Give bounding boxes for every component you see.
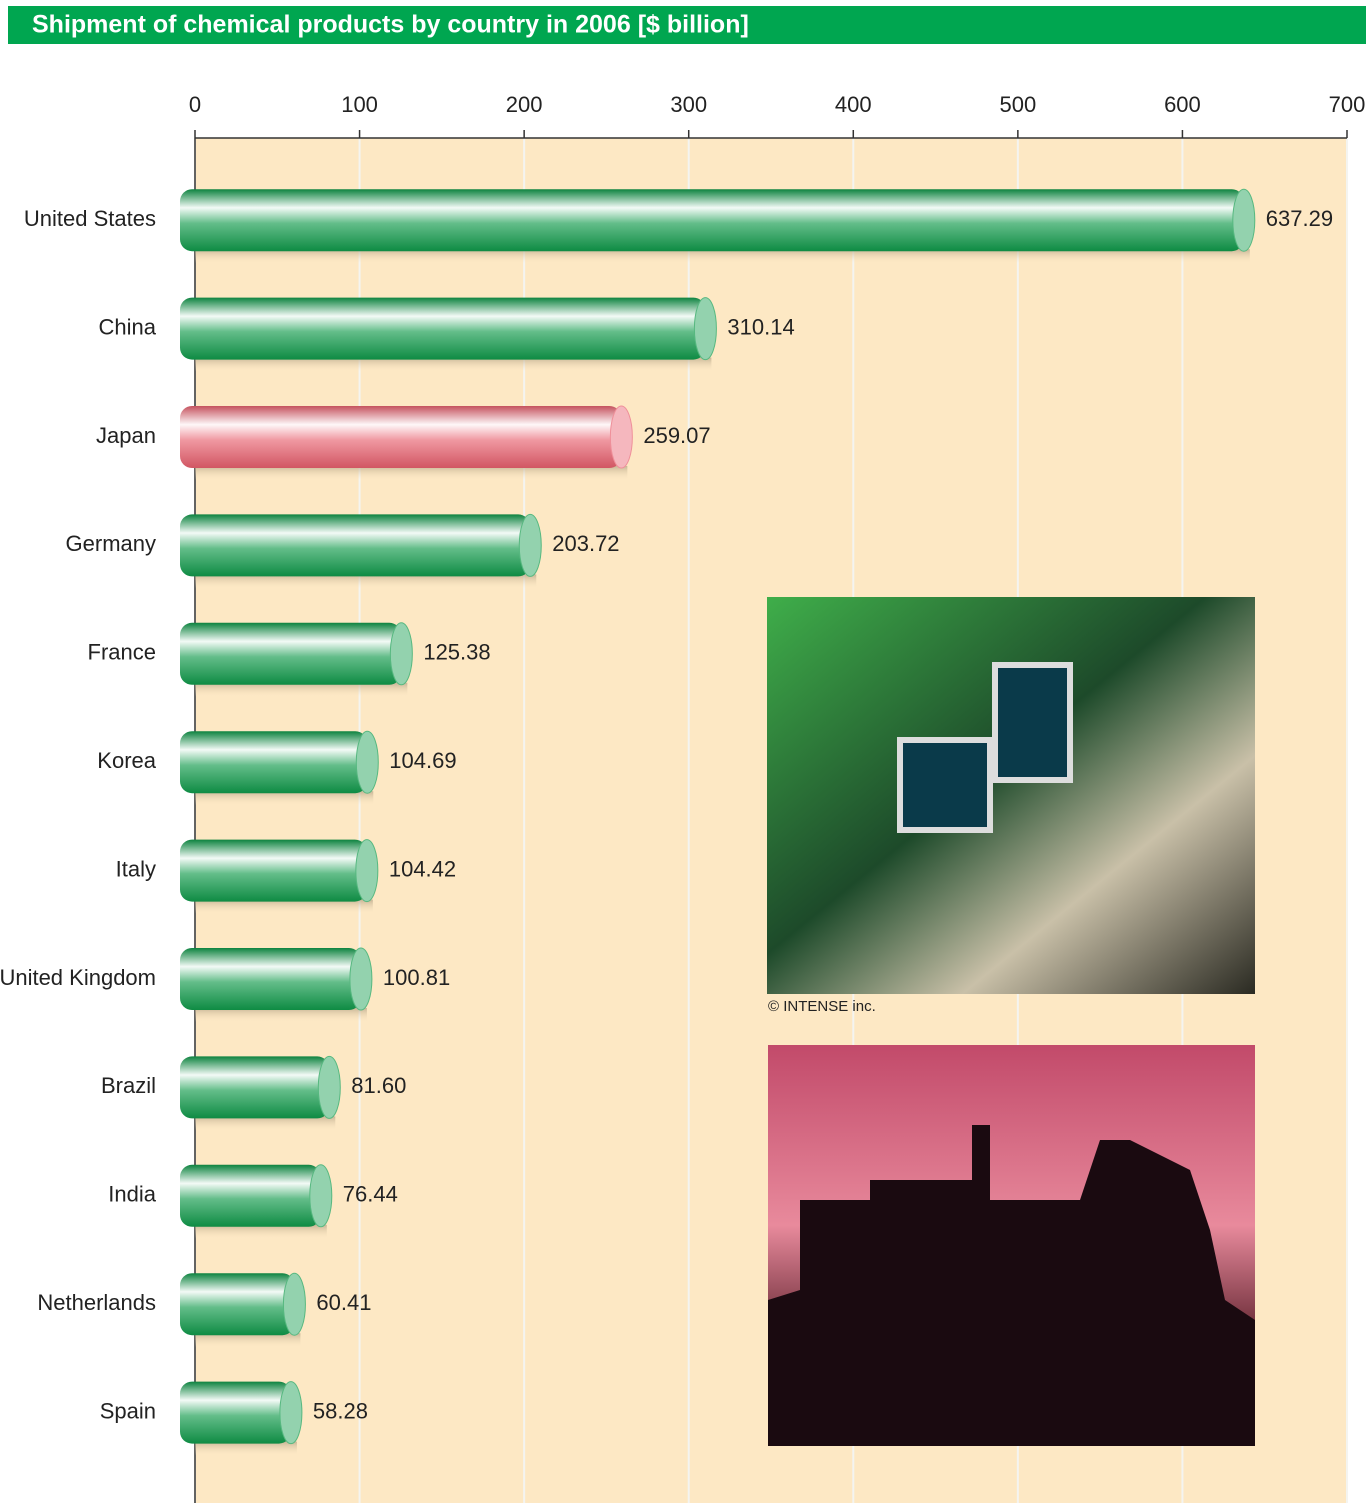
bar (180, 623, 401, 685)
bar (180, 948, 361, 1010)
y-tick-label: United States (24, 206, 156, 231)
y-tick-label: China (99, 314, 157, 339)
value-label: 259.07 (643, 423, 710, 448)
y-tick-label: Germany (66, 531, 156, 556)
y-tick-label: France (88, 640, 156, 665)
chart-title: Shipment of chemical products by country… (32, 11, 749, 39)
bar (180, 1382, 291, 1444)
chart: Shipment of chemical products by country… (0, 0, 1366, 1503)
bar-shadow (195, 249, 1250, 263)
bar (180, 1165, 321, 1227)
x-tick-label: 300 (670, 92, 707, 117)
value-label: 637.29 (1266, 206, 1333, 231)
y-tick-label: Japan (96, 423, 156, 448)
bar (180, 514, 530, 576)
bar (180, 406, 621, 468)
x-tick-label: 500 (999, 92, 1036, 117)
bar (180, 731, 367, 793)
bar-cap (280, 1382, 302, 1444)
bar-cap (390, 623, 412, 685)
bar-cap (283, 1273, 305, 1335)
bar (180, 189, 1244, 251)
bar-cap (356, 840, 378, 902)
value-label: 104.69 (389, 748, 456, 773)
photo-lab (767, 597, 1255, 994)
y-tick-label: Netherlands (37, 1290, 156, 1315)
x-tick-label: 400 (835, 92, 872, 117)
photo-detail (900, 740, 990, 830)
bar-shadow (195, 574, 536, 588)
y-tick-label: Brazil (101, 1073, 156, 1098)
photo-detail (995, 665, 1070, 780)
bar-shadow (195, 1333, 300, 1347)
x-tick-label: 0 (189, 92, 201, 117)
value-label: 310.14 (727, 314, 794, 339)
y-tick-label: United Kingdom (0, 965, 156, 990)
bar-shadow (195, 900, 373, 914)
bar-shadow (195, 358, 711, 372)
bar-cap (318, 1056, 340, 1118)
bar-cap (519, 514, 541, 576)
x-tick-label: 100 (341, 92, 378, 117)
value-label: 60.41 (316, 1290, 371, 1315)
y-tick-label: Spain (100, 1398, 156, 1423)
bar-shadow (195, 466, 627, 480)
bar (180, 840, 367, 902)
bar-cap (310, 1165, 332, 1227)
bar-shadow (195, 791, 373, 805)
bar-shadow (195, 1225, 327, 1239)
y-tick-label: Korea (97, 748, 156, 773)
bar-cap (694, 298, 716, 360)
bar-shadow (195, 683, 407, 697)
x-tick-label: 700 (1329, 92, 1366, 117)
bar (180, 298, 705, 360)
bar-shadow (195, 1442, 297, 1456)
bar (180, 1273, 294, 1335)
bar-cap (610, 406, 632, 468)
y-tick-label: Italy (116, 856, 156, 881)
value-label: 100.81 (383, 965, 450, 990)
bar-cap (350, 948, 372, 1010)
value-label: 58.28 (313, 1398, 368, 1423)
value-label: 76.44 (343, 1182, 398, 1207)
y-tick-label: India (108, 1182, 156, 1207)
x-tick-label: 600 (1164, 92, 1201, 117)
bar-shadow (195, 1008, 367, 1022)
value-label: 203.72 (552, 531, 619, 556)
value-label: 125.38 (423, 640, 490, 665)
photo-credit: © INTENSE inc. (768, 998, 876, 1015)
bar-shadow (195, 1116, 335, 1130)
bar-cap (1233, 189, 1255, 251)
bar (180, 1056, 329, 1118)
value-label: 104.42 (389, 856, 456, 881)
x-tick-label: 200 (506, 92, 543, 117)
value-label: 81.60 (351, 1073, 406, 1098)
bar-cap (356, 731, 378, 793)
